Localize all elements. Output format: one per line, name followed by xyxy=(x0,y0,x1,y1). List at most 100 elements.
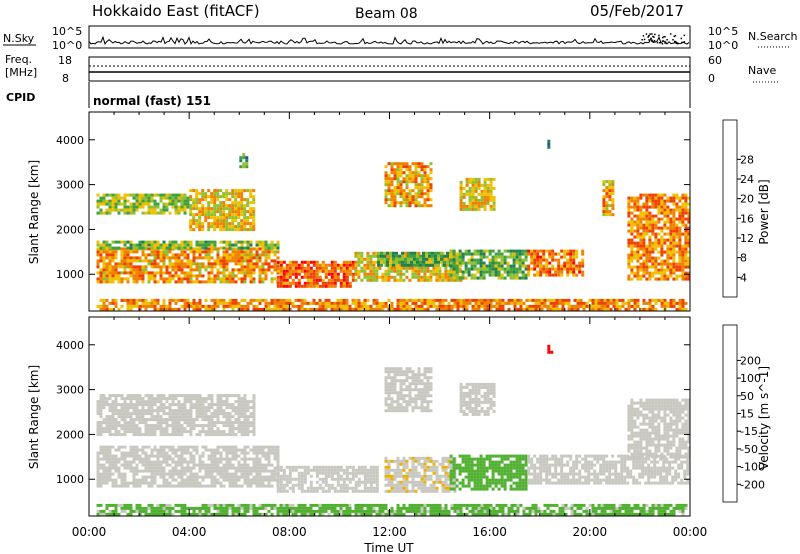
velocity-cell xyxy=(120,418,124,422)
velocity-cell xyxy=(171,469,175,473)
power-cell xyxy=(174,262,178,266)
velocity-cell xyxy=(246,472,250,476)
power-cell xyxy=(380,251,383,255)
power-cell xyxy=(150,271,154,275)
power-cell xyxy=(105,253,109,257)
power-cell xyxy=(569,267,573,271)
power-cell xyxy=(399,307,403,311)
power-cell xyxy=(264,277,268,281)
velocity-cell xyxy=(264,457,268,461)
power-cell xyxy=(491,261,495,265)
power-cell xyxy=(687,211,691,215)
power-cell xyxy=(360,254,364,258)
power-cell xyxy=(605,189,609,193)
velocity-cell xyxy=(96,454,100,458)
velocity-cell xyxy=(279,465,283,469)
power-cell xyxy=(249,247,253,251)
velocity-cell xyxy=(159,415,163,419)
power-cell xyxy=(402,198,406,202)
power-cell xyxy=(477,307,481,311)
nave-tick-top: 60 xyxy=(708,54,722,67)
power-cell xyxy=(384,272,388,276)
power-cell xyxy=(126,307,130,311)
power-cell xyxy=(624,307,628,311)
power-cell xyxy=(627,199,631,203)
power-cell xyxy=(273,277,277,281)
velocity-cell xyxy=(150,451,154,455)
velocity-cell xyxy=(150,403,154,407)
power-cell xyxy=(539,261,543,265)
power-cell xyxy=(630,298,634,302)
power-cell xyxy=(306,278,310,282)
power-cell xyxy=(491,249,495,253)
power-cell xyxy=(459,304,463,308)
velocity-cell xyxy=(102,406,106,410)
power-cell xyxy=(276,269,280,273)
power-cell xyxy=(267,243,271,247)
power-cell xyxy=(453,304,457,308)
power-cell xyxy=(560,249,564,253)
velocity-cell xyxy=(153,415,157,419)
velocity-cell xyxy=(129,451,133,455)
power-cell xyxy=(678,238,682,242)
power-cell xyxy=(138,259,142,263)
power-cell xyxy=(608,210,612,214)
power-cell xyxy=(603,301,607,305)
velocity-cell xyxy=(186,400,190,404)
power-cell xyxy=(102,246,106,250)
velocity-cell xyxy=(132,409,136,413)
velocity-cell xyxy=(195,463,199,467)
power-cell xyxy=(386,263,389,267)
power-cell xyxy=(398,257,401,261)
velocity-cell xyxy=(135,481,139,485)
power-cell xyxy=(99,196,103,200)
power-cell xyxy=(366,275,370,279)
velocity-cell xyxy=(186,421,190,425)
power-cell xyxy=(354,266,358,270)
power-cell xyxy=(456,254,460,258)
velocity-cell xyxy=(135,403,139,407)
velocity-cell xyxy=(96,403,100,407)
y-tick-label: 3000 xyxy=(56,179,84,192)
power-cell xyxy=(99,208,103,212)
power-cell xyxy=(243,280,247,284)
power-cell xyxy=(129,271,133,275)
velocity-cell xyxy=(246,427,250,431)
velocity-cell xyxy=(189,424,193,428)
search-noise-dot xyxy=(654,33,656,36)
power-cell xyxy=(216,301,220,305)
power-cell xyxy=(651,298,655,302)
power-cell xyxy=(468,198,472,202)
power-cell xyxy=(192,259,196,263)
velocity-cell xyxy=(135,424,139,428)
power-cell xyxy=(192,268,196,272)
power-cell xyxy=(336,275,340,279)
power-cell xyxy=(375,254,379,258)
velocity-cell xyxy=(117,412,121,416)
power-cell xyxy=(105,298,109,302)
power-cell xyxy=(416,263,419,267)
power-cell xyxy=(494,264,498,268)
power-cell xyxy=(204,250,208,254)
power-cell xyxy=(681,307,685,311)
power-cell xyxy=(369,254,373,258)
power-cell xyxy=(432,269,436,273)
power-cell xyxy=(539,249,543,253)
power-cell xyxy=(663,238,667,242)
power-cell xyxy=(378,266,382,270)
power-cell xyxy=(111,256,115,260)
velocity-cell xyxy=(204,445,208,449)
velocity-cell xyxy=(153,472,157,476)
power-cell xyxy=(381,307,385,311)
velocity-cell xyxy=(141,448,145,452)
power-cell xyxy=(180,196,184,200)
power-cell xyxy=(591,304,595,308)
power-cell xyxy=(630,277,634,281)
power-cell xyxy=(294,304,298,308)
power-cell xyxy=(569,255,573,259)
power-cell xyxy=(183,298,187,302)
velocity-cell xyxy=(132,469,136,473)
power-cell xyxy=(330,284,334,288)
power-cell xyxy=(645,199,649,203)
power-cell xyxy=(420,269,424,273)
